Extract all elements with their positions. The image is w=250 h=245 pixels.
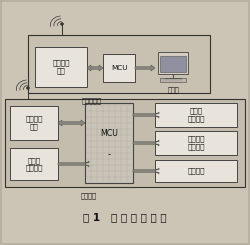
Bar — [160, 78, 186, 82]
Bar — [10, 148, 58, 180]
Text: 控制室主机: 控制室主机 — [82, 97, 102, 104]
Text: MCU: MCU — [111, 65, 127, 71]
Bar — [155, 103, 237, 127]
Text: 无线通信
模块: 无线通信 模块 — [25, 116, 43, 130]
Text: 模拟信号
采集电路: 模拟信号 采集电路 — [187, 136, 205, 150]
Text: 图 1   系 统 原 理 框 图: 图 1 系 统 原 理 框 图 — [83, 212, 167, 222]
Bar — [10, 106, 58, 140]
Polygon shape — [133, 112, 159, 118]
Bar — [155, 160, 237, 182]
Bar — [35, 47, 87, 87]
Circle shape — [60, 23, 64, 25]
Polygon shape — [58, 120, 85, 126]
Bar — [160, 56, 186, 72]
Text: 计算机: 计算机 — [167, 86, 179, 93]
Polygon shape — [58, 161, 89, 167]
Circle shape — [26, 86, 30, 89]
Text: 开关量
采集电路: 开关量 采集电路 — [187, 108, 205, 122]
Text: 无线通信
模块: 无线通信 模块 — [52, 60, 70, 74]
Bar — [155, 131, 237, 155]
Bar — [28, 35, 210, 93]
Polygon shape — [133, 168, 159, 174]
Bar — [158, 52, 188, 74]
Text: 脉冲计数: 脉冲计数 — [187, 168, 205, 174]
Polygon shape — [87, 65, 103, 71]
Bar — [103, 54, 135, 82]
Text: 现场从机: 现场从机 — [81, 192, 97, 199]
Text: 开关量
输出电路: 开关量 输出电路 — [25, 157, 43, 171]
Bar — [85, 103, 133, 183]
Text: -: - — [108, 150, 110, 159]
Polygon shape — [133, 140, 159, 146]
Text: MCU: MCU — [100, 129, 118, 138]
Polygon shape — [135, 65, 155, 71]
Bar — [5, 99, 245, 187]
